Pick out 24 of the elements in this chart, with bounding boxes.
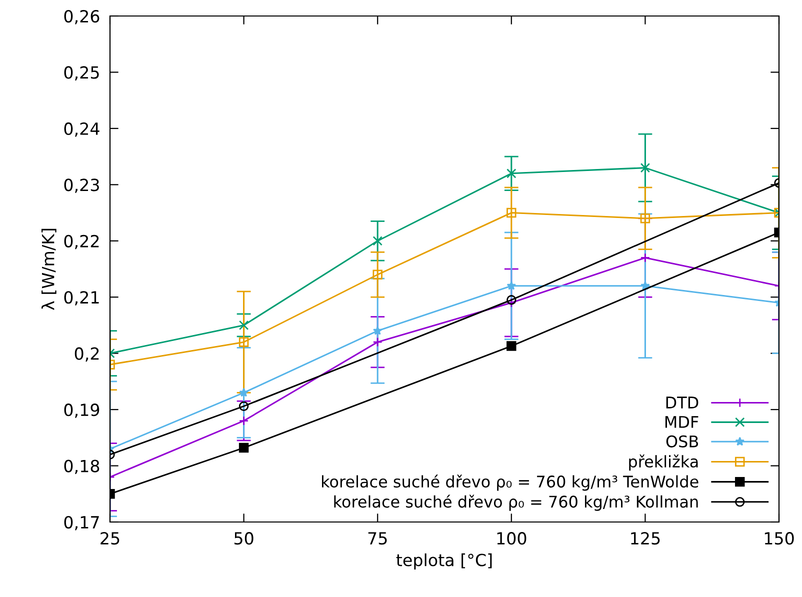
y-tick-label: 0,23 — [64, 178, 99, 193]
x-tick-label: 75 — [368, 532, 387, 545]
y-tick-label: 0,21 — [64, 291, 99, 306]
y-axis-title: λ [W/m/K] — [41, 228, 56, 310]
y-tick-label: 0,26 — [64, 10, 100, 24]
x-tick-label: 50 — [234, 532, 254, 545]
x-axis-title: teplota [°C] — [396, 553, 492, 570]
y-tick-label: 0,22 — [64, 234, 99, 250]
x-tick-label: 150 — [764, 532, 794, 545]
legend-label: MDF — [665, 416, 698, 428]
x-tick-label: 100 — [497, 532, 526, 545]
y-tick-label: 0,18 — [64, 460, 100, 474]
legend-label: překližka — [629, 454, 698, 471]
legend-label: korelace suché dřevo ρ₀ = 760 kg/m³ Kollman — [334, 494, 698, 511]
legend-label: korelace suché dřevo ρ₀ = 760 kg/m³ TenWolde — [322, 474, 698, 491]
x-tick-label: 25 — [100, 532, 120, 545]
legend-label: DTD — [666, 396, 698, 408]
y-tick-label: 0,17 — [64, 516, 99, 530]
y-tick-label: 0,25 — [64, 66, 99, 80]
y-tick-label: 0,2 — [74, 347, 99, 362]
x-tick-label: 125 — [631, 532, 660, 545]
legend-label: OSB — [666, 435, 698, 448]
y-tick-label: 0,19 — [64, 404, 100, 418]
y-tick-label: 0,24 — [64, 122, 100, 137]
